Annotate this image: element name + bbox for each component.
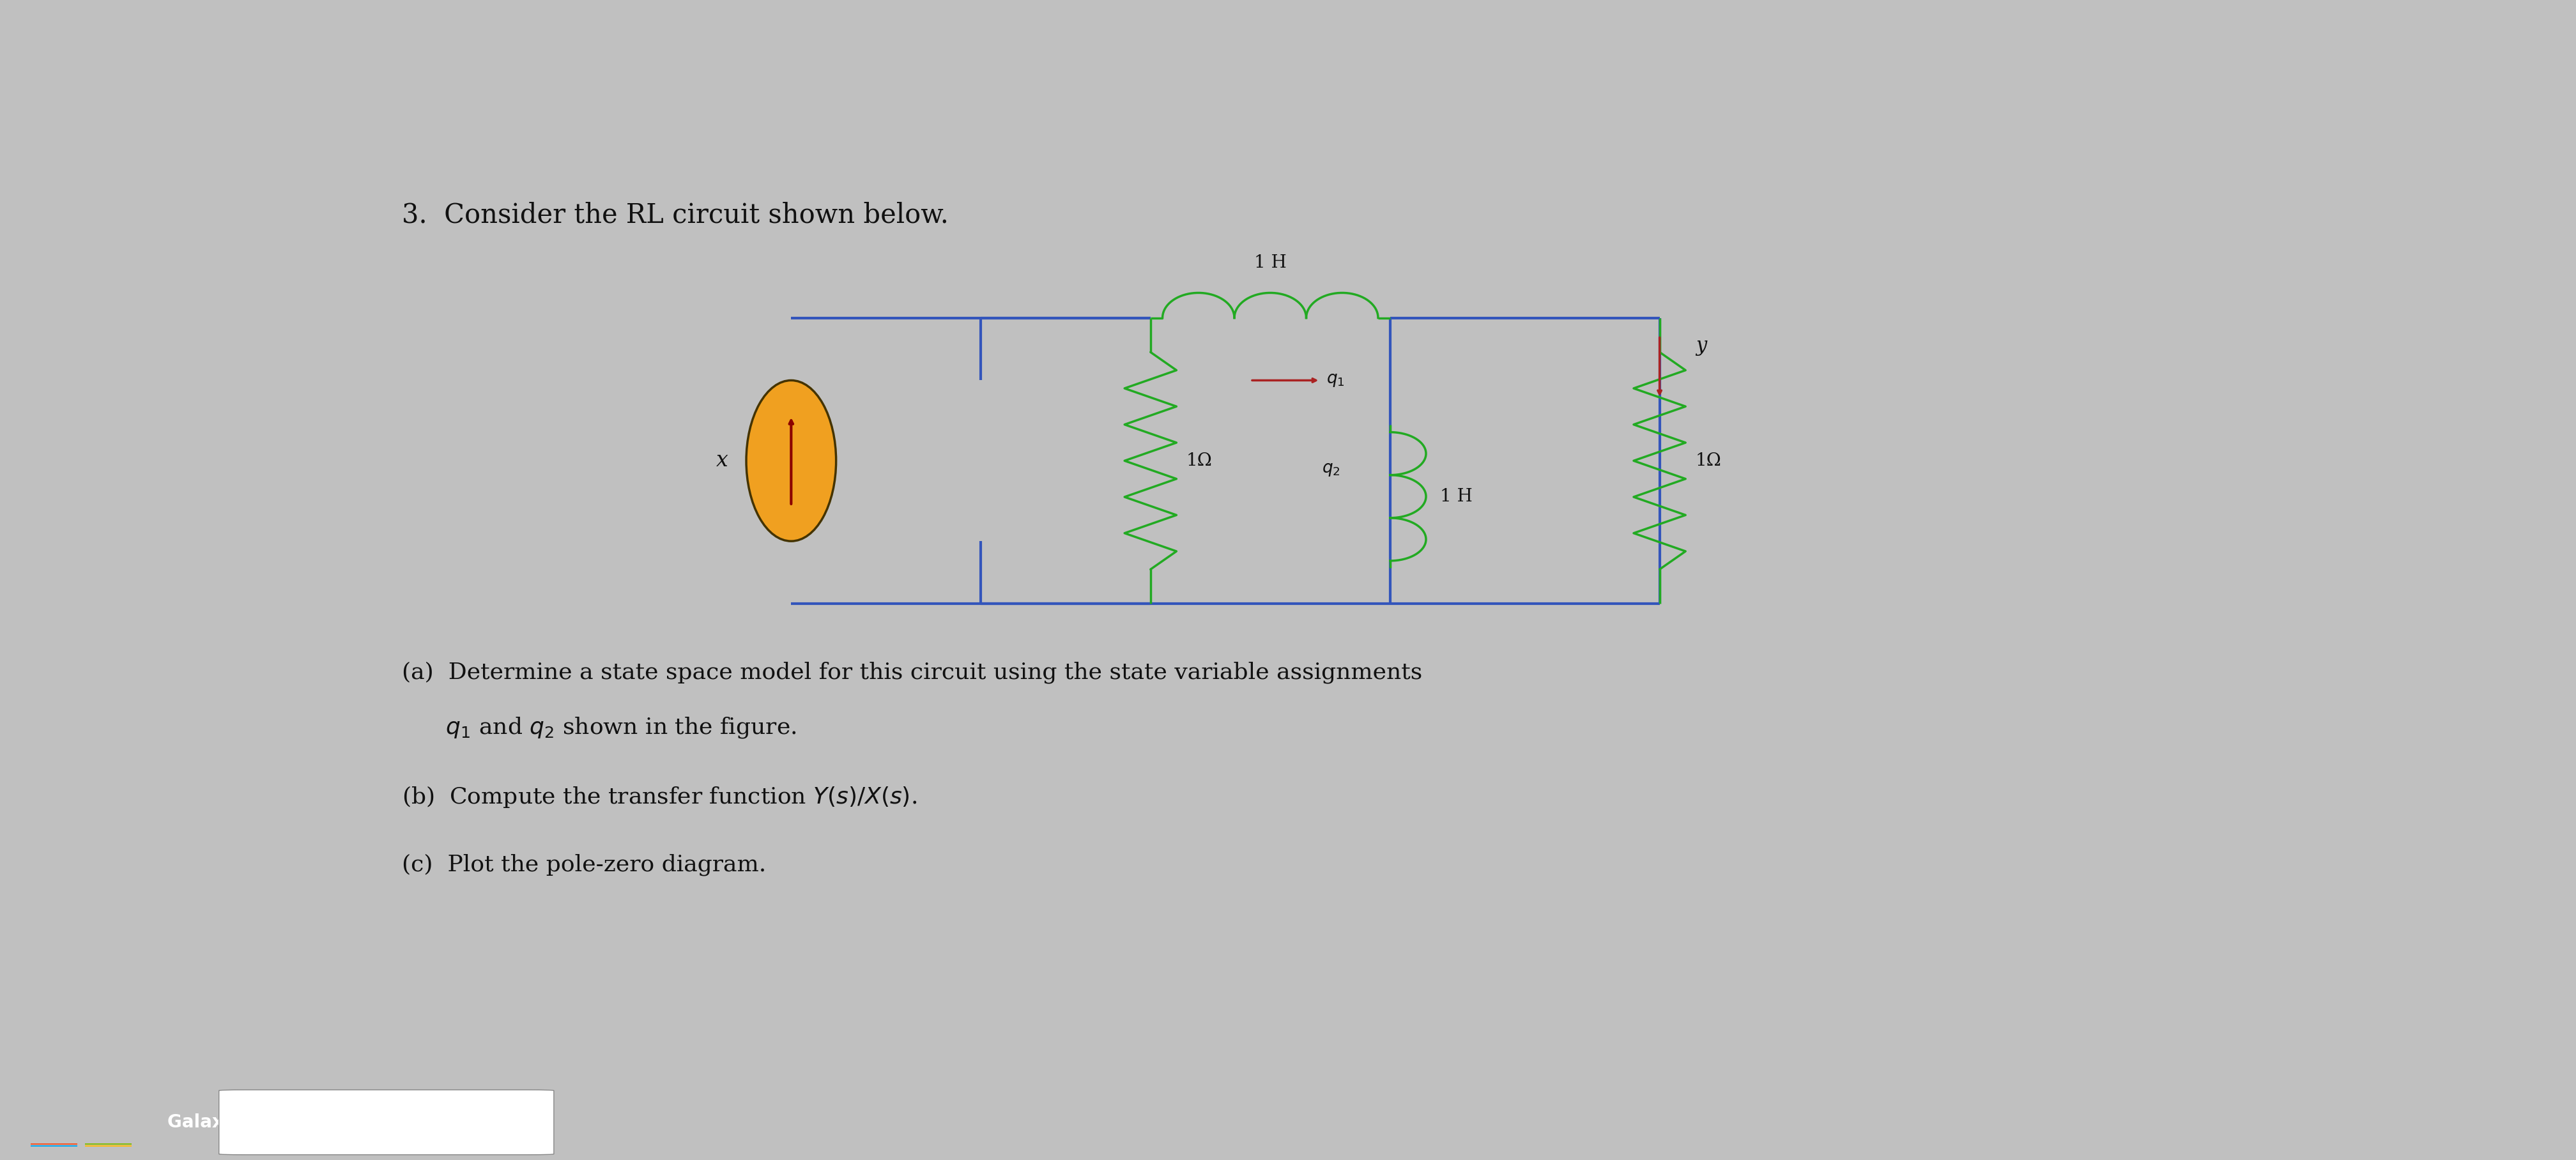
FancyBboxPatch shape bbox=[219, 1090, 554, 1154]
Text: y: y bbox=[1695, 335, 1705, 355]
Text: (a)  Determine a state space model for this circuit using the state variable ass: (a) Determine a state space model for th… bbox=[402, 661, 1422, 683]
Text: 1 H: 1 H bbox=[1440, 488, 1473, 505]
Text: (b)  Compute the transfer function $Y(s)/X(s)$.: (b) Compute the transfer function $Y(s)/… bbox=[402, 784, 917, 809]
Text: 1Ω: 1Ω bbox=[1695, 452, 1721, 470]
Text: (c)  Plot the pole-zero diagram.: (c) Plot the pole-zero diagram. bbox=[402, 854, 765, 876]
Text: $q_1$ and $q_2$ shown in the figure.: $q_1$ and $q_2$ shown in the figure. bbox=[402, 716, 796, 740]
Text: 1Ω: 1Ω bbox=[1188, 452, 1213, 470]
Text: 🔍  Search: 🔍 Search bbox=[296, 1116, 363, 1129]
Text: Galaxy S21+ 5G: Galaxy S21+ 5G bbox=[167, 1114, 327, 1131]
Text: $q_2$: $q_2$ bbox=[1321, 462, 1340, 478]
Bar bbox=[85, 1145, 131, 1146]
Bar bbox=[85, 1144, 131, 1145]
Text: x: x bbox=[716, 450, 729, 471]
Text: 1 H: 1 H bbox=[1255, 254, 1285, 271]
Bar bbox=[31, 1145, 77, 1146]
Text: 3.  Consider the RL circuit shown below.: 3. Consider the RL circuit shown below. bbox=[402, 202, 948, 229]
Bar bbox=[31, 1144, 77, 1145]
Text: $q_1$: $q_1$ bbox=[1327, 372, 1345, 389]
Ellipse shape bbox=[747, 380, 837, 541]
